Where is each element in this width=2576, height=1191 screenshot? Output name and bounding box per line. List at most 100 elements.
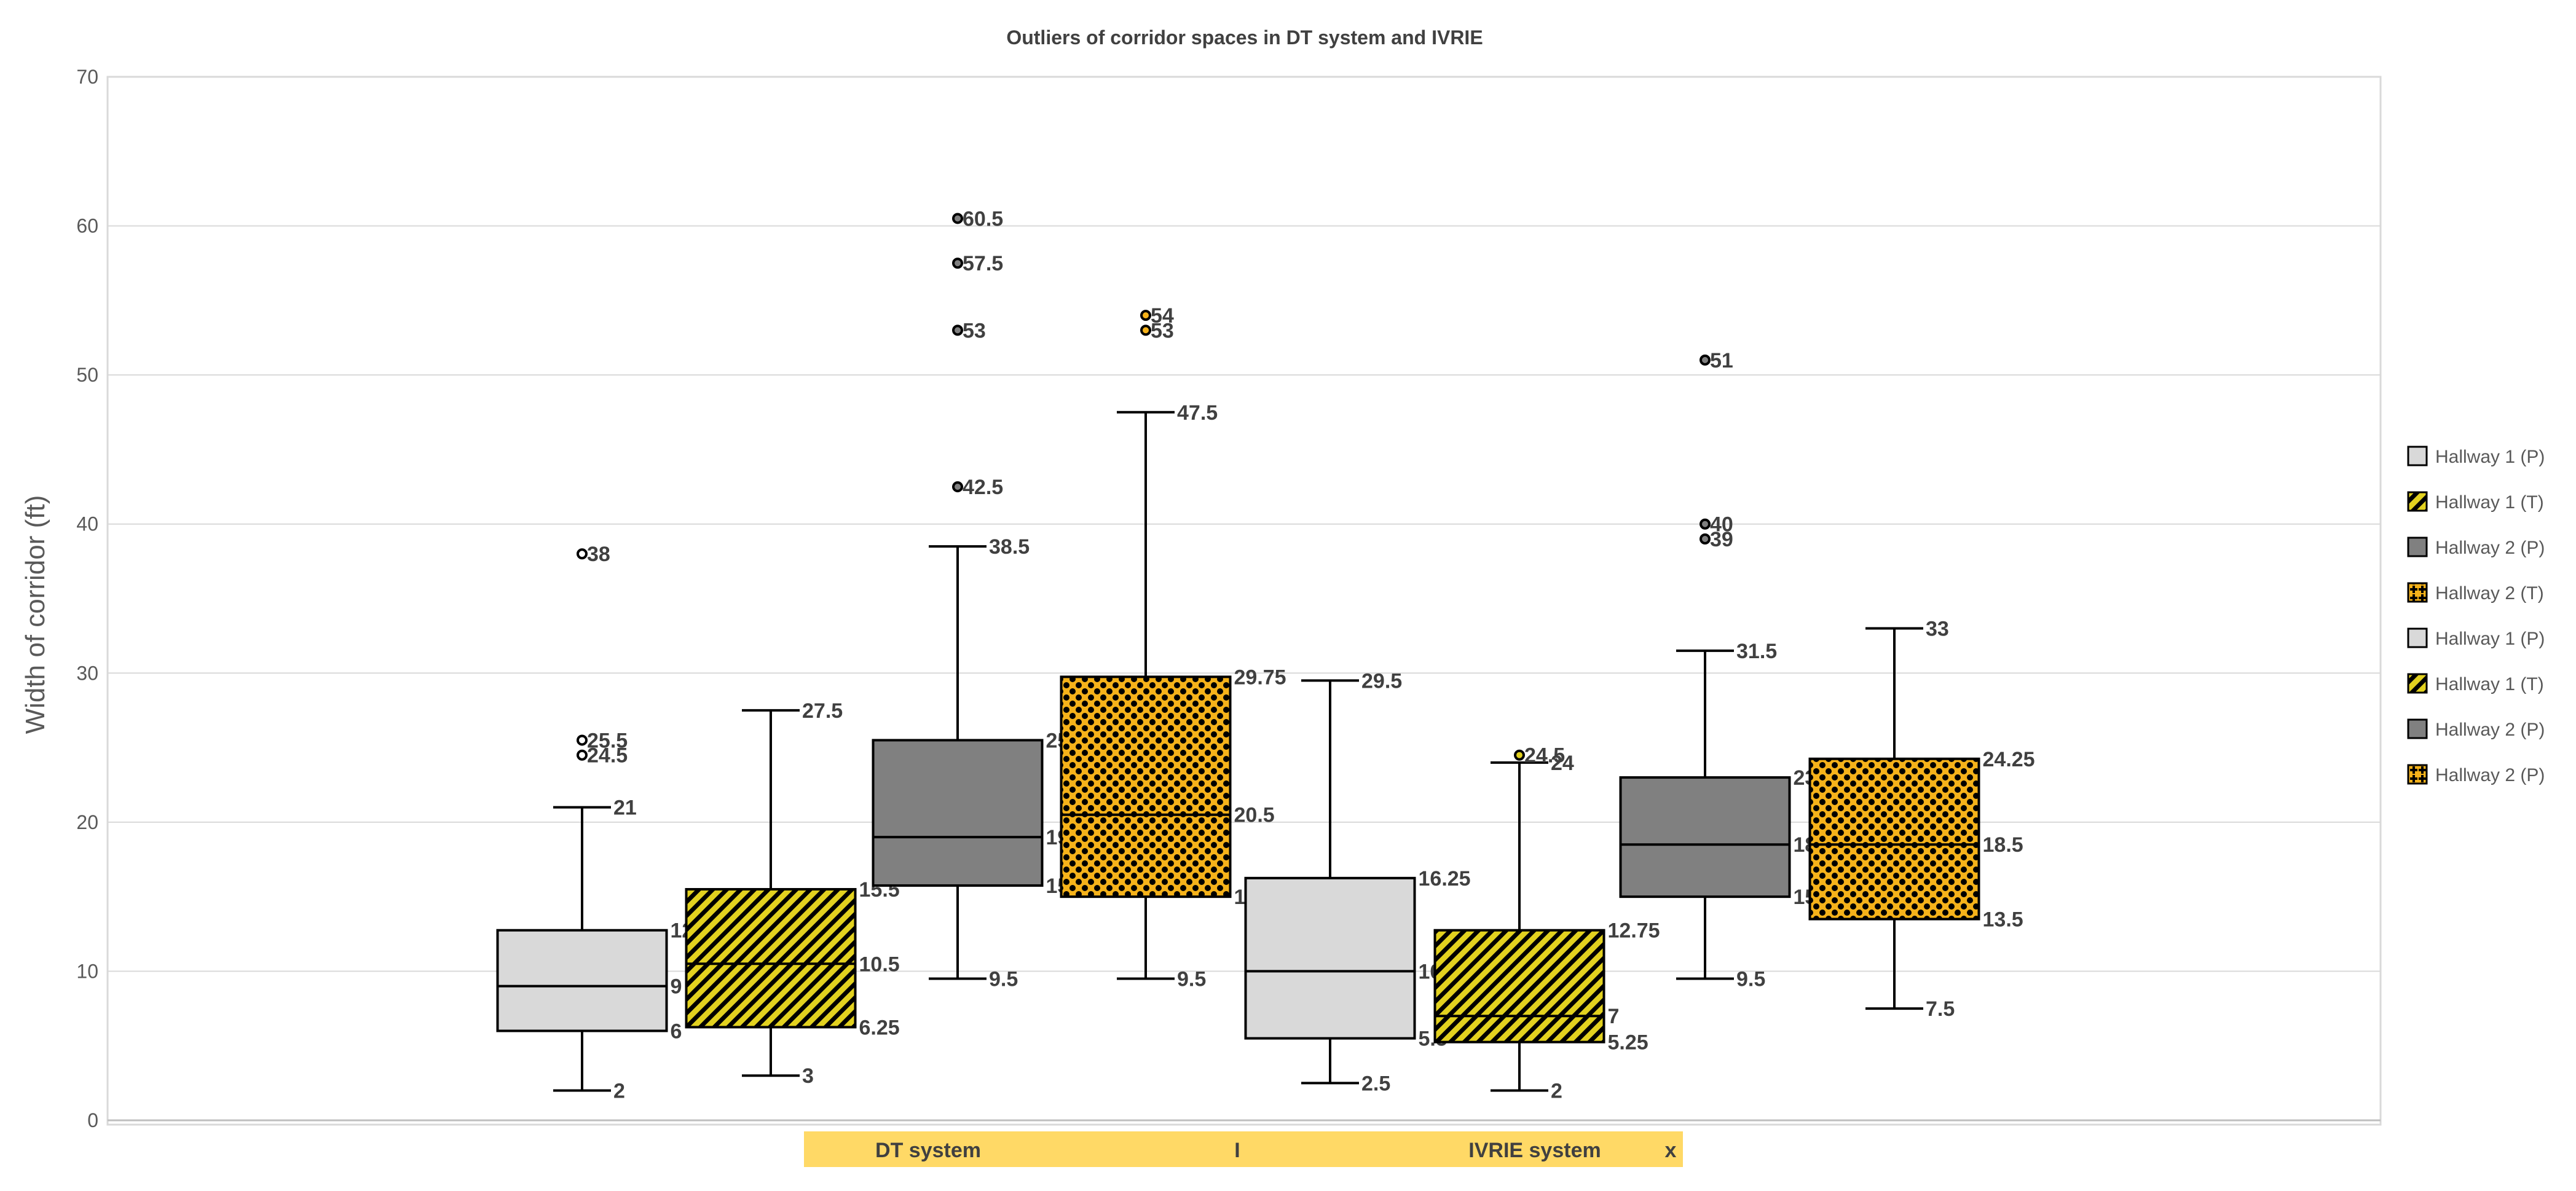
y-tick-label: 70 [76,66,98,88]
box-body [685,888,857,1029]
box-body [1060,675,1232,898]
label-max: 47.5 [1177,401,1218,425]
y-axis: 0 10 20 30 40 50 60 70 [76,66,2381,1131]
legend-label: Hallway 2 (P) [2435,765,2545,785]
label-max: 31.5 [1736,640,1777,663]
label-outlier: 53 [1151,319,1174,342]
label-outlier: 60.5 [963,207,1003,230]
legend-label: Hallway 1 (T) [2435,492,2544,513]
legend-swatch [2407,582,2428,603]
legend-item-6: Hallway 1 (T) [2407,673,2544,694]
outlier-point [1700,518,1711,530]
outlier-point [1700,533,1711,544]
label-q3: 12.75 [1608,919,1660,943]
legend-label: Hallway 1 (T) [2435,674,2544,694]
label-q1: 13.5 [1983,908,2023,932]
label-outlier: 24.5 [587,744,628,768]
y-tick-label: 30 [76,662,98,684]
label-max: 24 [1551,752,1574,775]
legend-label: Hallway 2 (P) [2435,538,2545,558]
label-min: 9.5 [1736,968,1765,991]
y-axis-title: Width of corridor (ft) [20,495,50,734]
category-label-ivrie-system: IVRIE system [1468,1139,1601,1162]
label-max: 27.5 [802,699,843,723]
label-q3: 29.75 [1234,666,1286,689]
legend-swatch [2407,446,2428,466]
label-min: 9.5 [1177,968,1206,991]
y-tick-label: 60 [76,215,98,237]
legend-label: Hallway 2 (P) [2435,720,2545,740]
box-body [1619,776,1791,898]
box-body [1808,757,1980,921]
y-tick-label: 20 [76,811,98,833]
label-outlier: 40 [1710,513,1733,537]
label-max: 21 [613,796,637,820]
box-7: 31.59.52318.515394051 [1619,349,1834,991]
outlier-point [952,213,963,224]
label-max: 33 [1926,618,1949,641]
category-band [804,1131,1683,1167]
box-6: 24 2 12.75 7 5.25 24.5 [1433,744,1660,1103]
category-divider: I [1234,1139,1240,1162]
label-min: 2 [1551,1079,1562,1103]
legend: Hallway 1 (P) Hallway 1 (T) Hallway 2 (P) H… [2407,446,2545,785]
outlier-point [952,481,963,493]
legend-item-4: Hallway 2 (T) [2407,582,2544,603]
label-outlier: 38 [587,543,610,566]
legend-swatch [2407,673,2428,694]
legend-item-1: Hallway 1 (P) [2407,446,2545,467]
outlier-point [1700,354,1711,366]
legend-item-5: Hallway 1 (P) [2407,627,2545,649]
label-median: 9 [671,975,682,999]
category-divider: x [1665,1139,1677,1162]
box-body [1433,929,1605,1044]
outlier-point [1514,749,1525,761]
box-8: 33 7.5 24.25 18.5 13.5 [1808,618,2035,1021]
box-series: 21212.759624.525.53827.5315.510.56.2538.… [496,207,2035,1103]
legend-swatch [2407,491,2428,512]
legend-label: Hallway 2 (T) [2435,583,2544,603]
legend-item-2: Hallway 1 (T) [2407,491,2544,513]
outlier-point [1140,324,1151,336]
label-outlier: 25.5 [587,729,628,752]
label-outlier: 53 [963,319,986,342]
label-min: 7.5 [1926,997,1955,1021]
box-body [872,739,1044,887]
legend-item-8: Hallway 2 (P) [2407,764,2545,785]
outlier-point [952,324,963,336]
label-max: 29.5 [1361,669,1402,693]
box-body [1244,876,1416,1040]
legend-label: Hallway 1 (P) [2435,447,2545,467]
y-tick-label: 10 [76,960,98,982]
box-1: 21212.759624.525.538 [496,543,723,1103]
legend-swatch [2407,537,2428,557]
gridlines [108,76,2381,972]
category-axis: DT system I IVRIE system x [804,1131,1683,1167]
legend-item-7: Hallway 2 (P) [2407,718,2545,740]
category-label-dt-system: DT system [875,1139,981,1162]
legend-swatch [2407,627,2428,648]
outlier-point [577,734,588,746]
label-median: 10.5 [859,953,900,976]
legend-item-3: Hallway 2 (P) [2407,537,2545,558]
legend-label: Hallway 1 (P) [2435,629,2545,649]
label-max: 38.5 [989,535,1030,559]
label-median: 20.5 [1234,804,1275,827]
label-q1: 6 [671,1020,682,1043]
label-q1: 5.25 [1608,1031,1648,1055]
outlier-point [577,749,588,761]
outlier-point [952,257,963,269]
chart-title: Outliers of corridor spaces in DT system… [1006,26,1483,49]
label-min: 2 [613,1079,625,1103]
label-outlier: 39 [1710,528,1733,551]
y-tick-label: 50 [76,364,98,386]
y-tick-label: 0 [87,1109,98,1131]
y-tick-label: 40 [76,513,98,535]
legend-swatch [2407,718,2428,739]
label-outlier: 51 [1710,349,1733,372]
label-min: 9.5 [989,968,1018,991]
label-min: 3 [802,1064,814,1088]
